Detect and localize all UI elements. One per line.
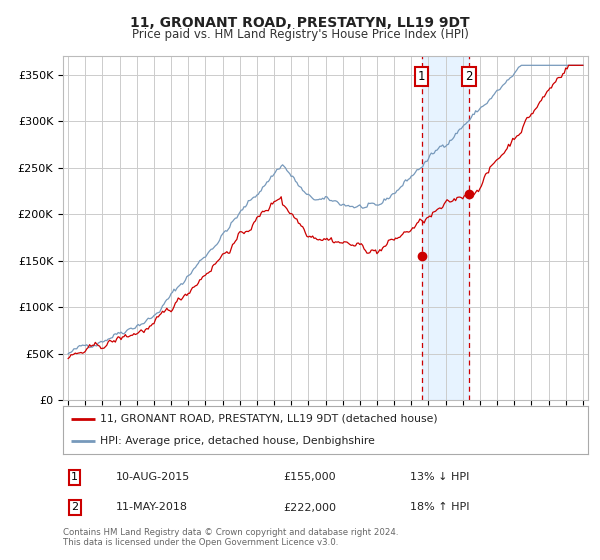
Text: Contains HM Land Registry data © Crown copyright and database right 2024.
This d: Contains HM Land Registry data © Crown c… — [63, 528, 398, 547]
Text: 10-AUG-2015: 10-AUG-2015 — [115, 472, 190, 482]
Text: 1: 1 — [71, 472, 78, 482]
Text: 2: 2 — [71, 502, 78, 512]
Text: 11, GRONANT ROAD, PRESTATYN, LL19 9DT: 11, GRONANT ROAD, PRESTATYN, LL19 9DT — [130, 16, 470, 30]
Text: Price paid vs. HM Land Registry's House Price Index (HPI): Price paid vs. HM Land Registry's House … — [131, 28, 469, 41]
Text: 11, GRONANT ROAD, PRESTATYN, LL19 9DT (detached house): 11, GRONANT ROAD, PRESTATYN, LL19 9DT (d… — [100, 414, 437, 424]
Text: 11-MAY-2018: 11-MAY-2018 — [115, 502, 187, 512]
Text: 18% ↑ HPI: 18% ↑ HPI — [409, 502, 469, 512]
Text: HPI: Average price, detached house, Denbighshire: HPI: Average price, detached house, Denb… — [100, 436, 374, 446]
Text: 13% ↓ HPI: 13% ↓ HPI — [409, 472, 469, 482]
Bar — [422, 56, 469, 400]
Text: 1: 1 — [418, 70, 425, 83]
Text: 2: 2 — [466, 70, 473, 83]
Text: £155,000: £155,000 — [284, 472, 336, 482]
Text: £222,000: £222,000 — [284, 502, 337, 512]
